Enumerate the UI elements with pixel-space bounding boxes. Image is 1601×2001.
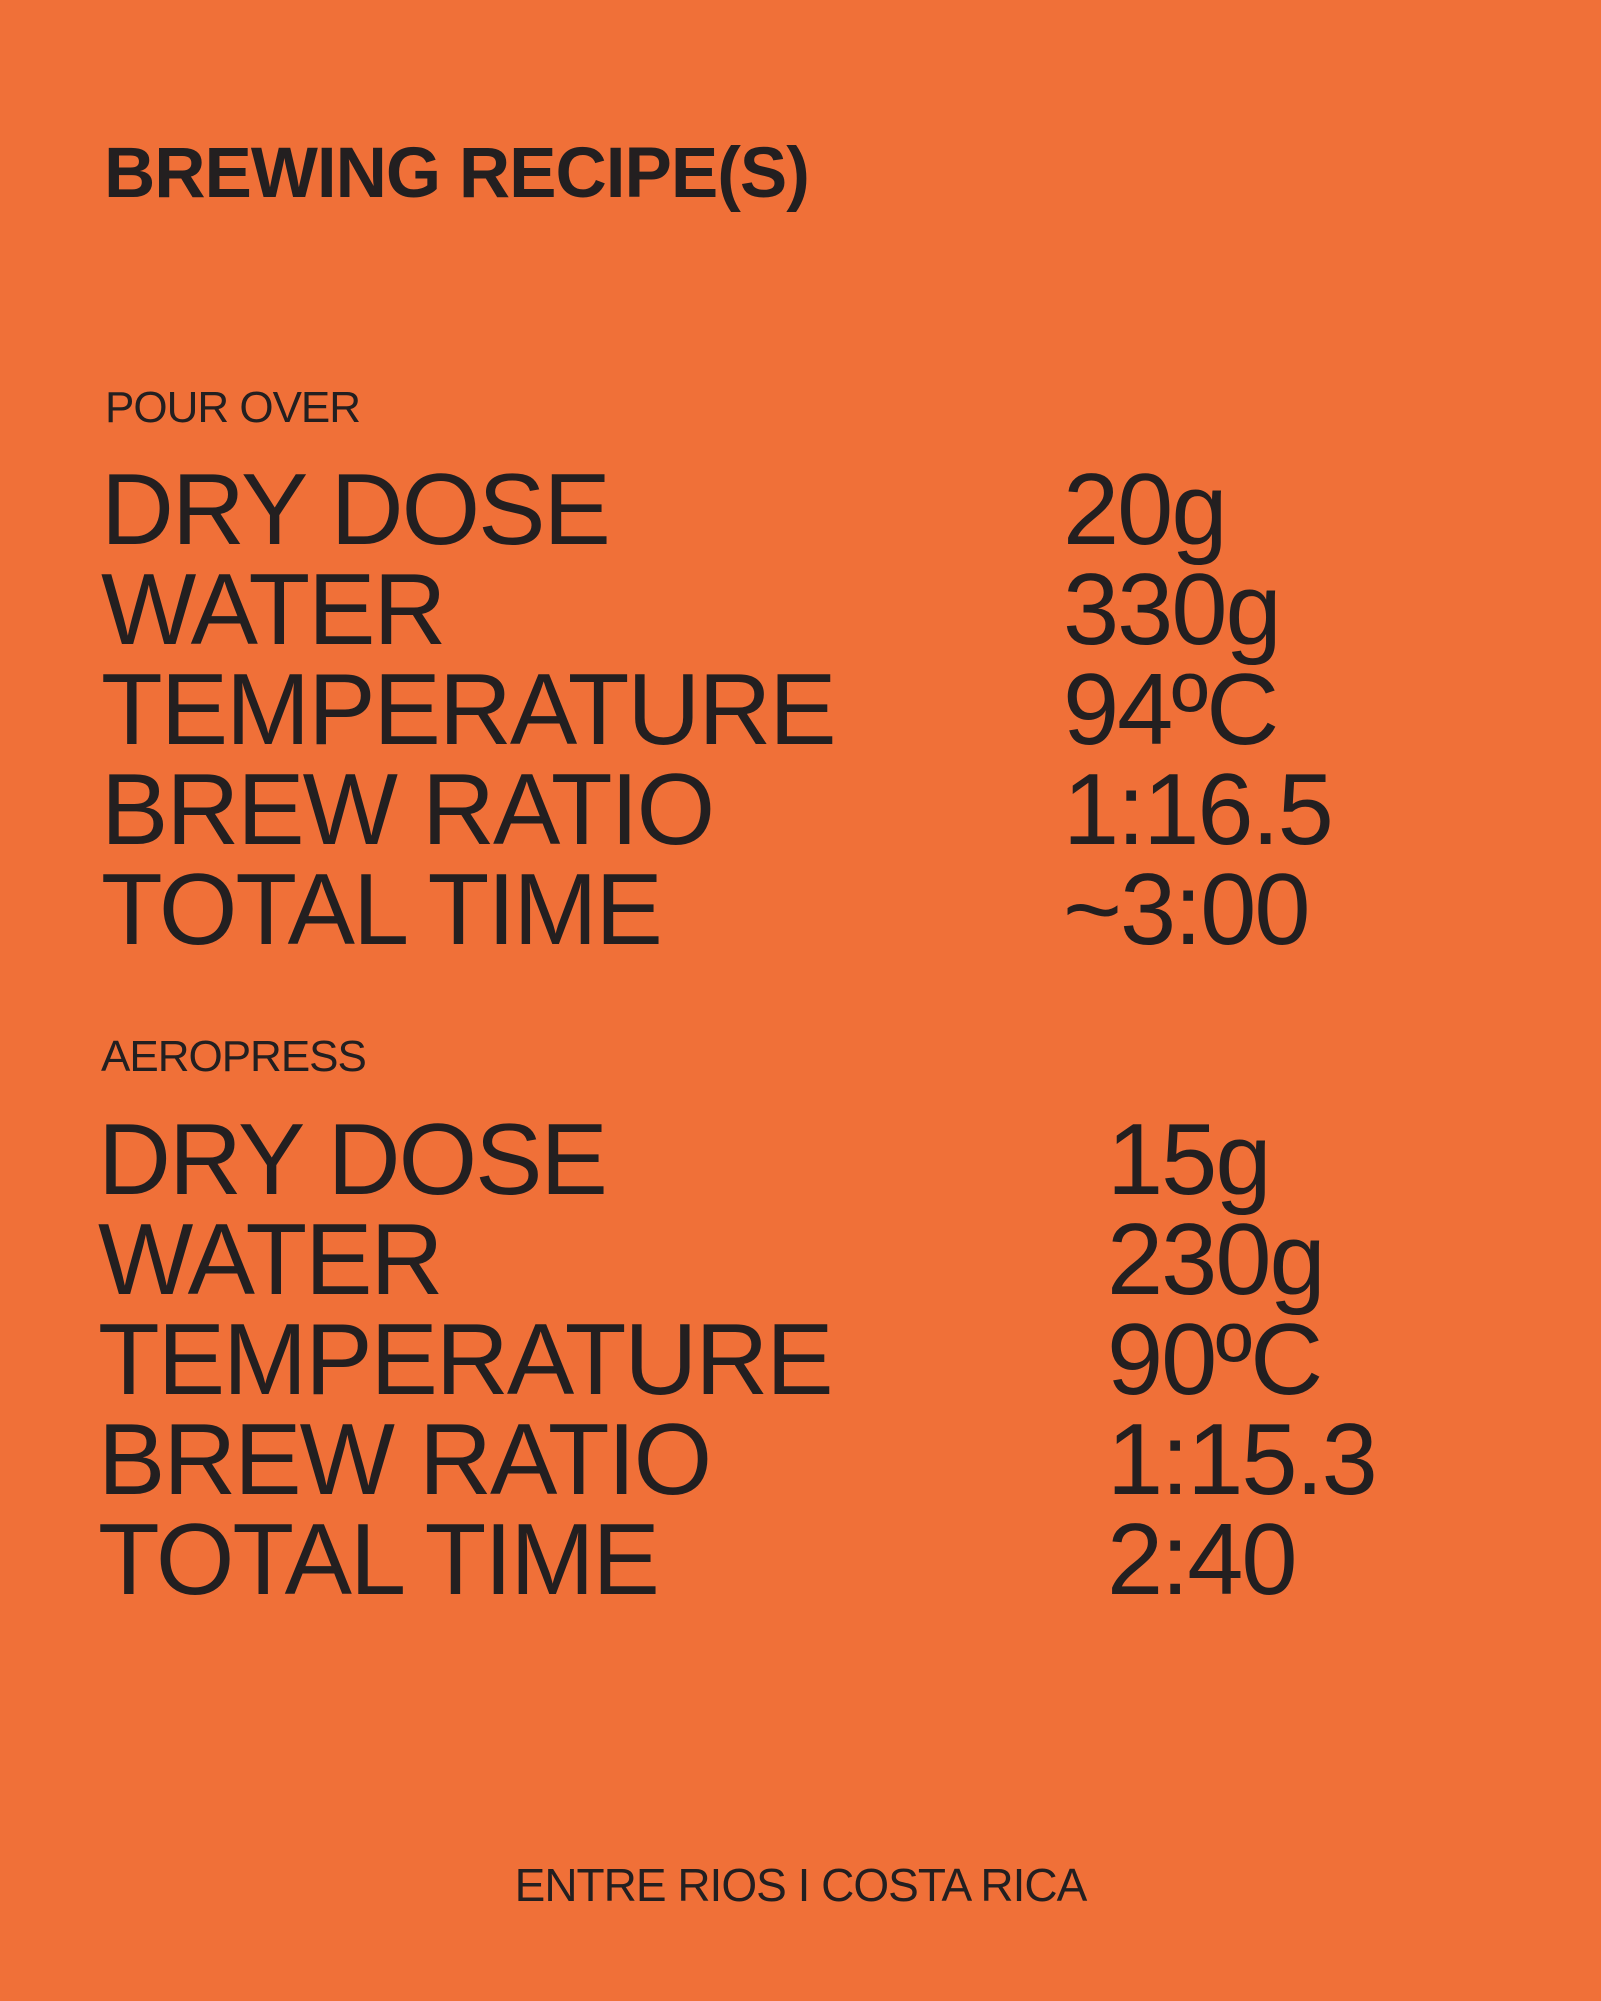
row-label: DRY DOSE xyxy=(98,1104,608,1216)
row-value: 330g xyxy=(1063,554,1282,666)
recipe-row-temperature: TEMPERATURE 90ºC xyxy=(98,1304,1498,1416)
recipe-pour-over: DRY DOSE 20g WATER 330g TEMPERATURE 94ºC BR… xyxy=(101,454,1501,966)
row-value: 1:16.5 xyxy=(1063,754,1334,866)
recipe-row-dry-dose: DRY DOSE 15g xyxy=(98,1104,1498,1216)
recipe-row-brew-ratio: BREW RATIO 1:15.3 xyxy=(98,1404,1498,1516)
recipe-row-brew-ratio: BREW RATIO 1:16.5 xyxy=(101,754,1501,866)
recipe-row-dry-dose: DRY DOSE 20g xyxy=(101,454,1501,566)
row-label: TEMPERATURE xyxy=(101,654,837,766)
section-label-aeropress: AEROPRESS xyxy=(101,1032,367,1081)
row-value: 230g xyxy=(1107,1204,1326,1316)
row-label: TOTAL TIME xyxy=(101,854,663,966)
recipe-row-water: WATER 330g xyxy=(101,554,1501,666)
row-label: TOTAL TIME xyxy=(98,1504,660,1616)
section-label-pour-over: POUR OVER xyxy=(105,383,361,432)
row-label: TEMPERATURE xyxy=(98,1304,834,1416)
row-value: 94ºC xyxy=(1063,654,1279,766)
row-value: 20g xyxy=(1063,454,1228,566)
row-value: 2:40 xyxy=(1107,1504,1298,1616)
row-value: 90ºC xyxy=(1107,1304,1323,1416)
row-value: 15g xyxy=(1107,1104,1272,1216)
recipe-aeropress: DRY DOSE 15g WATER 230g TEMPERATURE 90ºC BR… xyxy=(98,1104,1498,1616)
row-label: BREW RATIO xyxy=(98,1404,712,1516)
recipe-row-total-time: TOTAL TIME 2:40 xyxy=(98,1504,1498,1616)
row-label: WATER xyxy=(98,1204,443,1316)
recipe-row-total-time: TOTAL TIME ~3:00 xyxy=(101,854,1501,966)
row-label: BREW RATIO xyxy=(101,754,715,866)
row-value: 1:15.3 xyxy=(1107,1404,1378,1516)
origin-footer: ENTRE RIOS I COSTA RICA xyxy=(514,1859,1088,1911)
row-label: WATER xyxy=(101,554,446,666)
recipe-row-temperature: TEMPERATURE 94ºC xyxy=(101,654,1501,766)
recipe-row-water: WATER 230g xyxy=(98,1204,1498,1316)
row-value: ~3:00 xyxy=(1063,854,1311,966)
row-label: DRY DOSE xyxy=(101,454,611,566)
page-title: BREWING RECIPE(S) xyxy=(104,134,810,213)
